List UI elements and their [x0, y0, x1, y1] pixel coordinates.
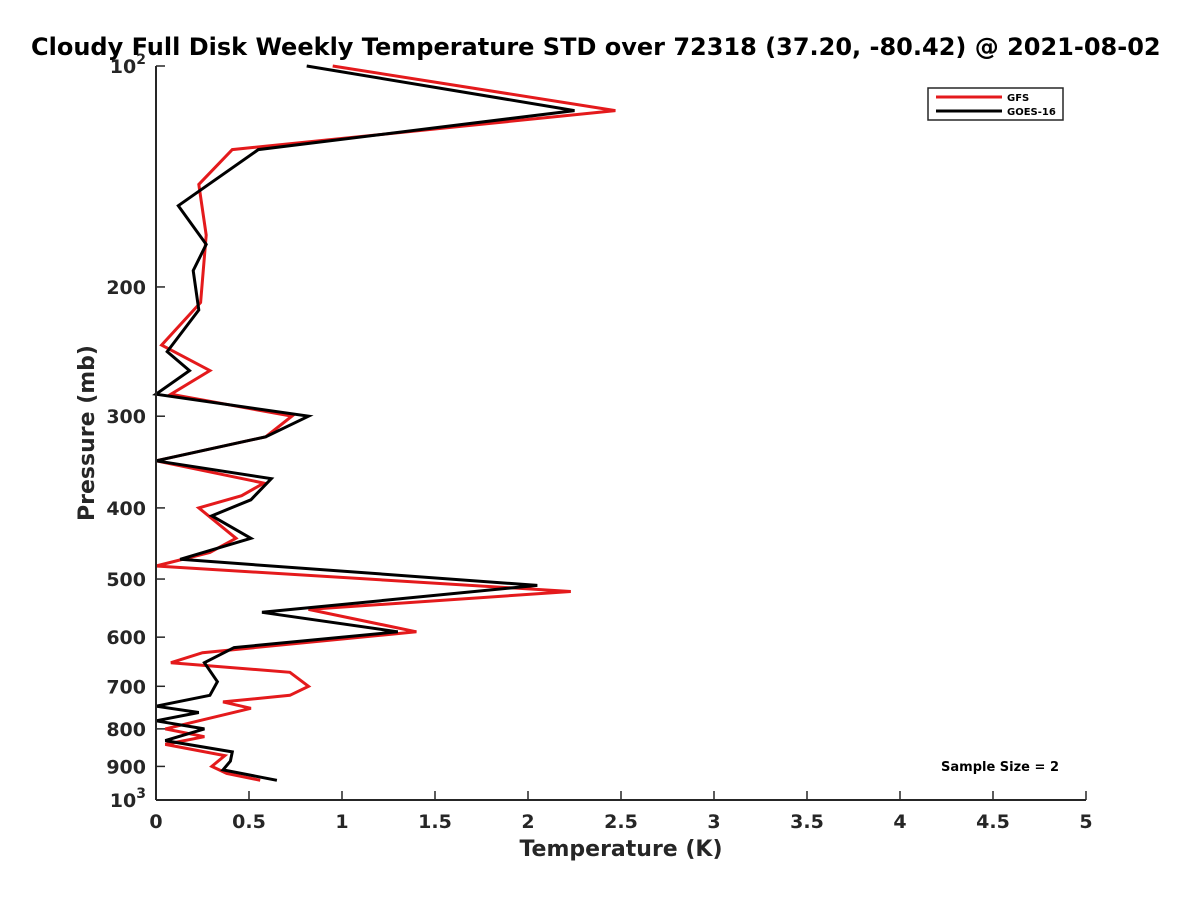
y-tick-label: 700 [106, 676, 146, 698]
x-tick-label: 2 [521, 811, 534, 833]
x-tick-label: 3 [707, 811, 720, 833]
y-tick-label: 500 [106, 569, 146, 591]
legend-items: GFS GOES-16 [936, 93, 1056, 118]
x-axis-label: Temperature (K) [519, 837, 722, 862]
y-tick-label: 103 [110, 786, 146, 812]
y-tick-label: 300 [106, 406, 146, 428]
y-tick-label: 600 [106, 627, 146, 649]
legend-label-gfs: GFS [1007, 93, 1029, 104]
x-tick-label: 5 [1079, 811, 1092, 833]
series-line-gfs [155, 64, 616, 782]
x-tick-label: 0 [149, 811, 162, 833]
chart-title: Cloudy Full Disk Weekly Temperature STD … [31, 33, 1161, 61]
y-tick-label: 400 [106, 498, 146, 520]
x-tick-label: 4.5 [976, 811, 1010, 833]
x-tick-label: 4 [893, 811, 906, 833]
y-ticks: 102 200 300 400 500 600 700 800 900 103 [106, 52, 165, 812]
x-tick-label: 1.5 [418, 811, 452, 833]
legend-box [927, 87, 1064, 121]
plot-area: 0 0.5 1 1.5 2 2.5 3 3.5 4 4.5 5 102 200 300 400 500 600… [106, 52, 1092, 833]
sample-size-annotation: Sample Size = 2 [941, 760, 1059, 775]
x-tick-label: 1 [335, 811, 348, 833]
y-tick-label: 200 [106, 277, 146, 299]
y-tick-label: 800 [106, 719, 146, 741]
y-tick-label: 102 [110, 52, 146, 78]
x-ticks: 0 0.5 1 1.5 2 2.5 3 3.5 4 4.5 5 [149, 791, 1093, 833]
x-tick-label: 3.5 [790, 811, 824, 833]
legend: GFS GOES-16 [927, 87, 1064, 121]
legend-label-goes-16: GOES-16 [1007, 107, 1056, 118]
x-tick-label: 2.5 [604, 811, 638, 833]
series-line-goes-16 [152, 64, 575, 782]
y-tick-label: 900 [106, 756, 146, 778]
series-layer [152, 64, 616, 782]
y-axis-label: Pressure (mb) [75, 345, 100, 521]
x-tick-label: 0.5 [232, 811, 266, 833]
